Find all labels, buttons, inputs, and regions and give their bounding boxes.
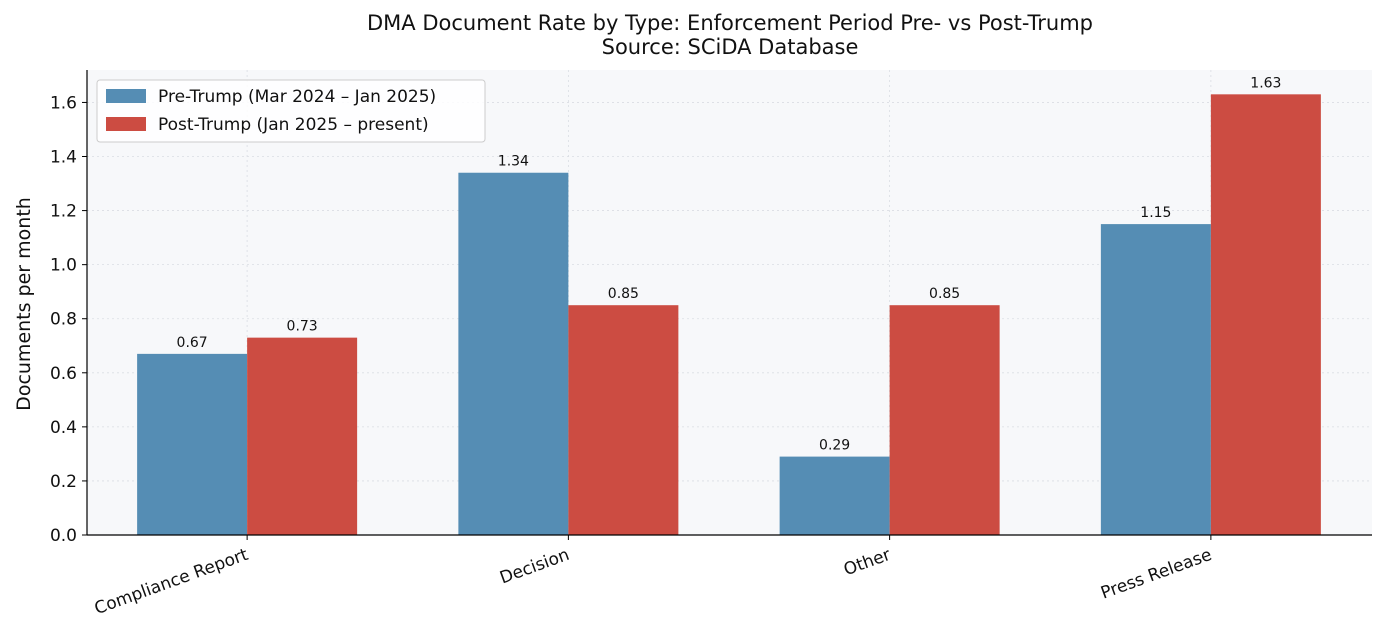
y-tick-label: 1.4 [50,148,77,168]
x-tick-label: Other [841,545,893,580]
bar-value-label: 0.85 [608,286,639,302]
legend: Pre-Trump (Mar 2024 – Jan 2025) Post-Trum… [96,79,486,143]
bar-pre-trump [1100,224,1211,536]
bar-post-trump [889,305,1000,535]
y-tick-label: 0.0 [50,526,77,546]
legend-box [96,79,486,143]
y-tick-label: 0.8 [50,310,77,330]
bar-pre-trump [137,353,248,535]
y-tick-label: 1.2 [50,202,77,222]
bar-pre-trump [779,456,890,535]
bar-post-trump [568,305,679,535]
legend-label: Pre-Trump (Mar 2024 – Jan 2025) [158,87,436,107]
bar-value-label: 1.15 [1140,205,1171,221]
chart-subtitle: Source: SCiDA Database [602,35,859,59]
bar-value-label: 0.67 [177,335,208,351]
x-tick-label: Compliance Report [92,545,251,619]
bar-value-label: 1.63 [1250,75,1281,91]
legend-swatch [106,117,146,131]
bars [137,94,1321,536]
y-tick-label: 1.0 [50,256,77,276]
y-tick-label: 0.2 [50,472,77,492]
x-tick-label: Decision [497,545,572,589]
bar-post-trump [247,337,358,535]
legend-label: Post-Trump (Jan 2025 – present) [158,115,429,135]
bar-value-label: 0.85 [929,286,960,302]
bar-value-label: 0.29 [819,438,850,454]
y-tick-label: 0.4 [50,418,77,438]
data-labels: 0.67 1.34 0.29 1.15 0.73 0.85 0.85 1.63 [177,75,1282,453]
y-axis-label: Documents per month [13,197,35,411]
bar-value-label: 1.34 [498,154,529,170]
x-tick-label: Press Release [1098,545,1214,604]
y-tick-label: 1.6 [50,93,77,113]
chart-title: DMA Document Rate by Type: Enforcement P… [367,11,1093,35]
bar-pre-trump [458,172,569,536]
bar-value-label: 0.73 [287,319,318,335]
bar-post-trump [1210,94,1321,536]
y-tick-label: 0.6 [50,364,77,384]
legend-swatch [106,89,146,103]
